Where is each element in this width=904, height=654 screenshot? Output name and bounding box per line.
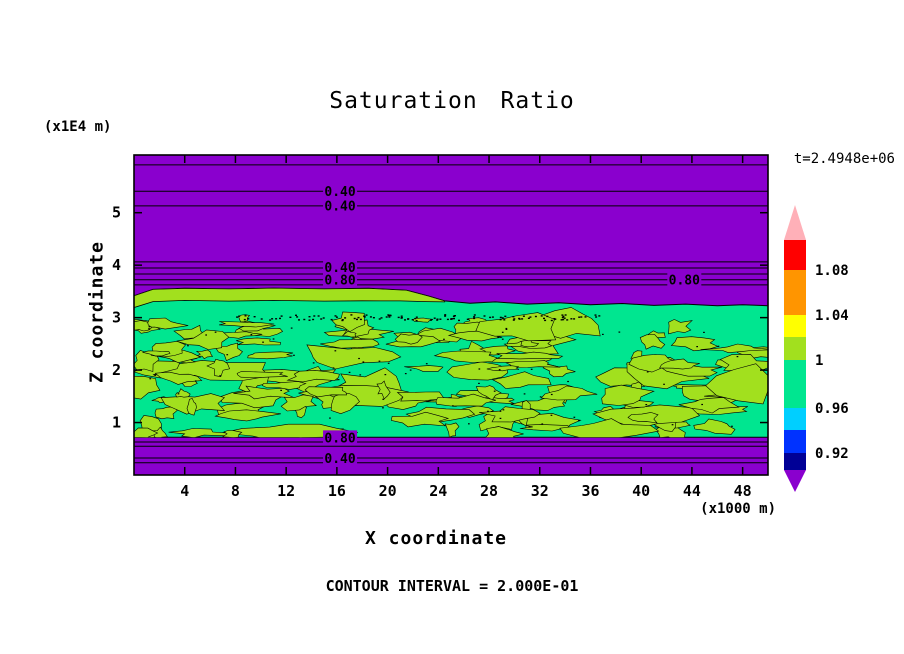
- y-tick-label: 3: [112, 309, 121, 327]
- colorbar-band: [784, 315, 806, 337]
- colorbar: 1.08 1.04 1 0.96 0.92: [784, 205, 849, 492]
- colorbar-band: [784, 337, 806, 360]
- contour-label: 0.80: [324, 431, 355, 446]
- chart-title: Saturation Ratio: [329, 88, 575, 114]
- x-tick-label: 48: [734, 482, 752, 500]
- y-tick-label: 1: [112, 414, 121, 432]
- colorbar-band: [784, 430, 806, 453]
- x-axis-units: (x1000 m): [700, 501, 776, 517]
- contour-label: 0.80: [669, 273, 700, 288]
- contour-label: 0.40: [324, 200, 355, 215]
- contour-label: 0.40: [324, 452, 355, 467]
- colorbar-tick-label: 1.08: [815, 263, 849, 279]
- y-tick-label: 5: [112, 204, 121, 222]
- contour-label: 0.40: [324, 185, 355, 200]
- contour-label: 0.80: [324, 273, 355, 288]
- x-tick-label: 32: [531, 482, 549, 500]
- x-tick-label: 4: [180, 482, 189, 500]
- x-tick-label: 44: [683, 482, 701, 500]
- colorbar-tick-label: 1: [815, 353, 823, 369]
- y-axis-units: (x1E4 m): [44, 119, 112, 135]
- x-tick-label: 40: [632, 482, 650, 500]
- colorbar-band: [784, 360, 806, 408]
- colorbar-tick-label: 0.92: [815, 446, 849, 462]
- colorbar-tick-label: 1.04: [815, 308, 849, 324]
- plot-frame: [133, 154, 769, 476]
- x-tick-label: 20: [379, 482, 397, 500]
- x-tick-label: 12: [277, 482, 295, 500]
- time-annotation: t=2.4948e+06: [793, 151, 895, 167]
- contour-interval-label: CONTOUR INTERVAL = 2.000E-01: [325, 577, 579, 595]
- plot-area: 0.400.400.400.80 0.800.800.40: [134, 155, 768, 475]
- x-tick-label: 28: [480, 482, 498, 500]
- x-tick-label: 36: [581, 482, 599, 500]
- x-tick-label: 16: [328, 482, 346, 500]
- saturated-region-detail: [134, 288, 768, 438]
- y-tick-label: 2: [112, 361, 121, 379]
- colorbar-band: [784, 270, 806, 315]
- x-tick-label: 24: [429, 482, 447, 500]
- colorbar-arrow-down: [784, 470, 806, 492]
- colorbar-tick-label: 0.96: [815, 401, 849, 417]
- colorbar-band: [784, 240, 806, 270]
- colorbar-band: [784, 408, 806, 430]
- x-tick-label: 8: [231, 482, 240, 500]
- x-axis-label: X coordinate: [364, 528, 508, 549]
- colorbar-arrow-up: [784, 205, 806, 240]
- y-tick-label: 4: [112, 256, 121, 274]
- colorbar-band: [784, 453, 806, 470]
